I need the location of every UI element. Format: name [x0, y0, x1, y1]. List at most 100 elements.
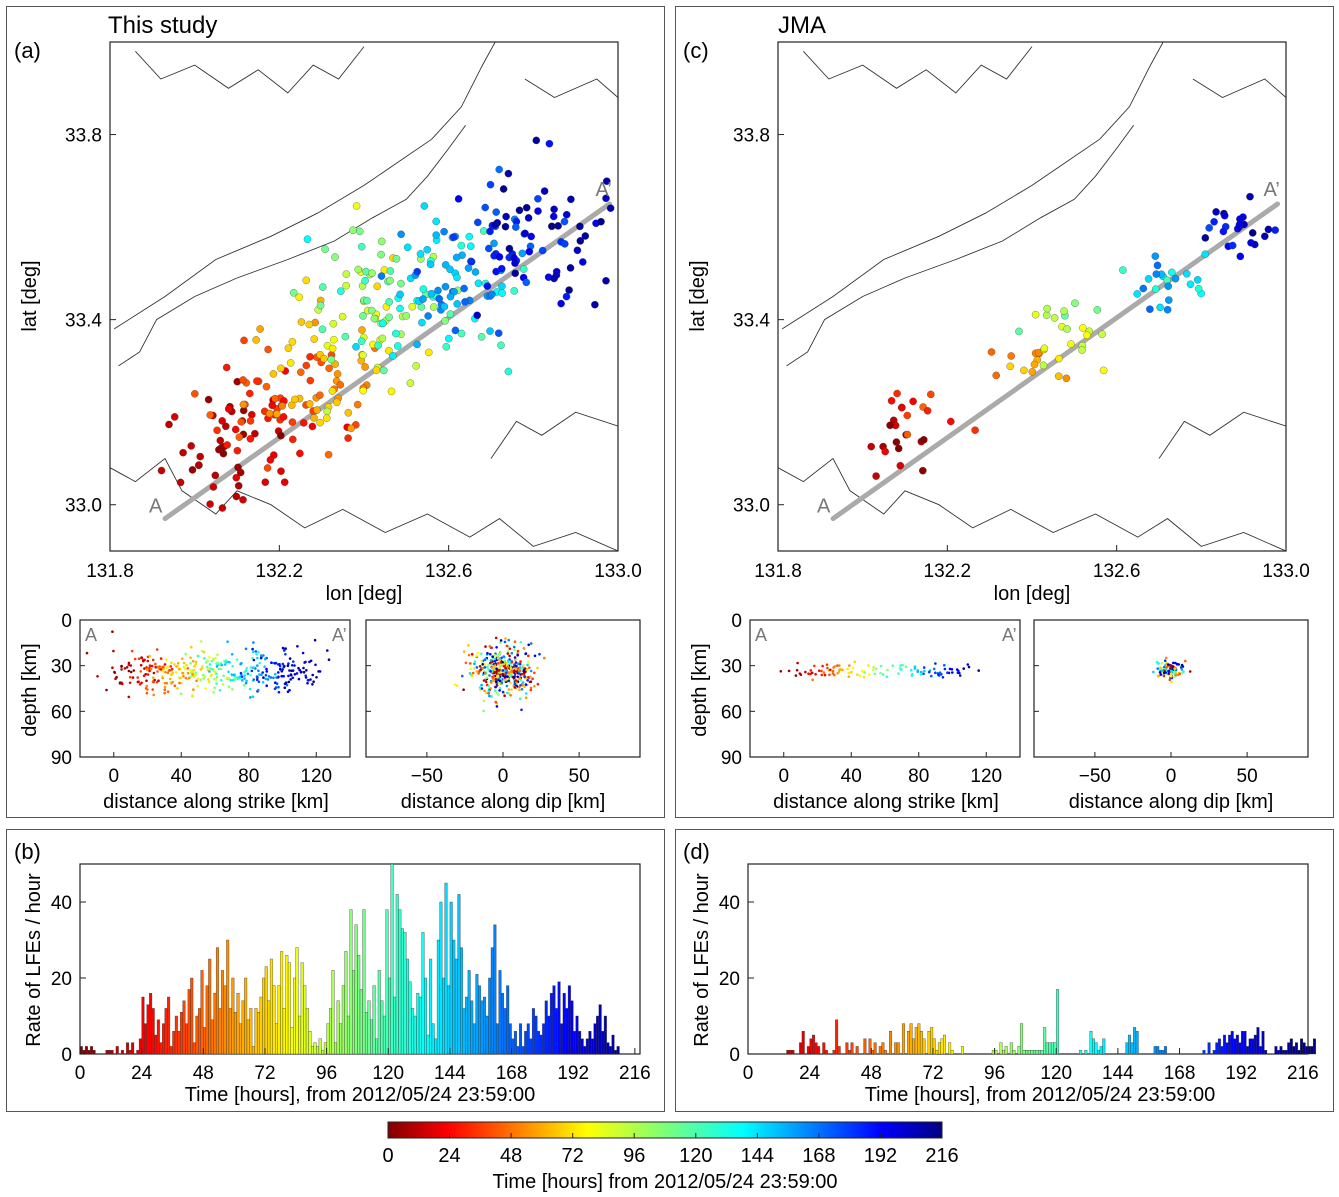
event-c-39	[1028, 368, 1037, 376]
strike-event-a-143	[218, 689, 222, 692]
dip-event-a-384	[478, 686, 482, 689]
dip-event-c-96	[1172, 661, 1175, 665]
rate-bar-b-121	[390, 863, 394, 1055]
strike-event-a-370	[263, 665, 266, 668]
event-a-124	[284, 344, 293, 352]
event-a-89	[306, 353, 314, 361]
strike-event-c-15	[813, 664, 816, 668]
dip-event-a-27	[467, 644, 470, 647]
rate-b-x-tick-label-9: 216	[619, 1063, 651, 1084]
rate-bar-d-15	[786, 1050, 790, 1055]
rate-bar-d-218	[1307, 1046, 1311, 1055]
strike-event-a-181	[163, 685, 167, 689]
event-a-174	[408, 302, 417, 311]
strike-event-a-413	[195, 679, 198, 683]
strike-event-a-195	[140, 656, 143, 660]
rate-bar-b-18	[126, 1042, 129, 1055]
strike-event-a-353	[196, 677, 200, 680]
dip-event-a-327	[505, 644, 509, 648]
strike-event-a-235	[252, 658, 256, 662]
strike-event-a-300	[274, 672, 277, 676]
event-a-355	[473, 311, 481, 320]
rate-bar-b-111	[364, 1012, 368, 1055]
panel-label-c: (c)	[683, 38, 709, 63]
event-a-363	[522, 203, 531, 212]
dip-event-c-90	[1169, 674, 1173, 678]
event-a-287	[377, 272, 386, 280]
strike-event-a-145	[327, 658, 331, 661]
dip-event-c-94	[1173, 667, 1176, 671]
event-a-22	[204, 395, 213, 404]
strike-event-c-1	[909, 668, 913, 672]
event-a-157	[288, 338, 297, 346]
strike-event-a-159	[194, 660, 198, 664]
event-a-0	[187, 442, 195, 450]
strike-c-x-tick-label-1: 40	[841, 766, 862, 787]
rate-bar-d-183	[1217, 1038, 1221, 1055]
strike-event-a-395	[261, 681, 265, 684]
strike-event-a-321	[262, 676, 265, 679]
dip-event-a-3	[529, 688, 533, 692]
strike-event-a-406	[113, 670, 116, 674]
dip-event-a-347	[493, 664, 496, 668]
strike-event-a-248	[159, 668, 163, 671]
rate-bar-b-46	[197, 1008, 201, 1055]
event-a-286	[441, 261, 450, 269]
rate-bar-b-157	[483, 996, 487, 1055]
event-a-130	[288, 401, 296, 409]
event-a-338	[525, 247, 534, 256]
rate-bar-b-47	[200, 970, 204, 1055]
event-a-244	[416, 250, 425, 258]
colorbar-tick-label-3: 72	[562, 1145, 584, 1167]
strike-event-a-209	[204, 661, 208, 664]
strike-event-a-119	[163, 681, 167, 685]
strike-event-a-394	[284, 652, 287, 656]
strike-a-x-tick-label-2: 80	[238, 766, 259, 787]
rate-d-x-tick-label-6: 144	[1102, 1063, 1134, 1084]
event-a-93	[253, 377, 261, 385]
strike-event-a-244	[178, 681, 181, 685]
strike-event-a-49	[215, 675, 219, 679]
strike-event-c-4	[853, 660, 856, 664]
strike-event-a-193	[166, 671, 170, 675]
strike-event-c-53	[796, 661, 799, 665]
event-c-109	[1248, 229, 1257, 237]
event-a-228	[474, 279, 483, 288]
rate-bar-d-58	[896, 1042, 900, 1055]
rate-bar-b-74	[269, 958, 273, 1055]
strike-event-a-366	[171, 680, 174, 684]
strike-event-c-33	[822, 671, 826, 674]
dip-event-a-356	[495, 646, 498, 649]
strike-event-a-354	[128, 681, 132, 685]
rate-bar-d-38	[845, 1042, 849, 1055]
strike-event-a-217	[288, 657, 292, 660]
event-a-167	[425, 348, 433, 357]
event-a-260	[420, 202, 429, 210]
rate-bar-b-19	[128, 1050, 132, 1055]
event-c-31	[1030, 360, 1039, 369]
strike-event-c-25	[809, 669, 813, 672]
strike-event-c-83	[823, 673, 827, 677]
rate-bar-b-187	[560, 1023, 564, 1055]
strike-event-a-342	[196, 684, 199, 688]
event-a-82	[233, 446, 242, 455]
strike-event-a-414	[245, 679, 248, 683]
event-a-85	[213, 426, 221, 435]
dip-event-a-331	[518, 688, 521, 692]
event-a-281	[464, 264, 473, 272]
event-a-339	[467, 257, 476, 266]
rate-bars-b	[79, 863, 620, 1055]
dip-event-a-414	[506, 675, 509, 678]
rate-bar-b-207	[611, 1034, 615, 1055]
strike-event-a-385	[133, 657, 137, 661]
strike-event-a-313	[163, 691, 166, 695]
dip-event-a-33	[482, 709, 486, 713]
dip-event-c-80	[1179, 666, 1183, 669]
dip-event-a-336	[489, 681, 493, 684]
dip-event-a-251	[524, 696, 528, 699]
strike-event-a-157	[231, 664, 234, 668]
event-a-224	[319, 283, 327, 291]
strike-event-a-4	[249, 666, 253, 669]
dip-event-a-154	[536, 666, 539, 670]
strike-event-a-308	[293, 673, 297, 676]
